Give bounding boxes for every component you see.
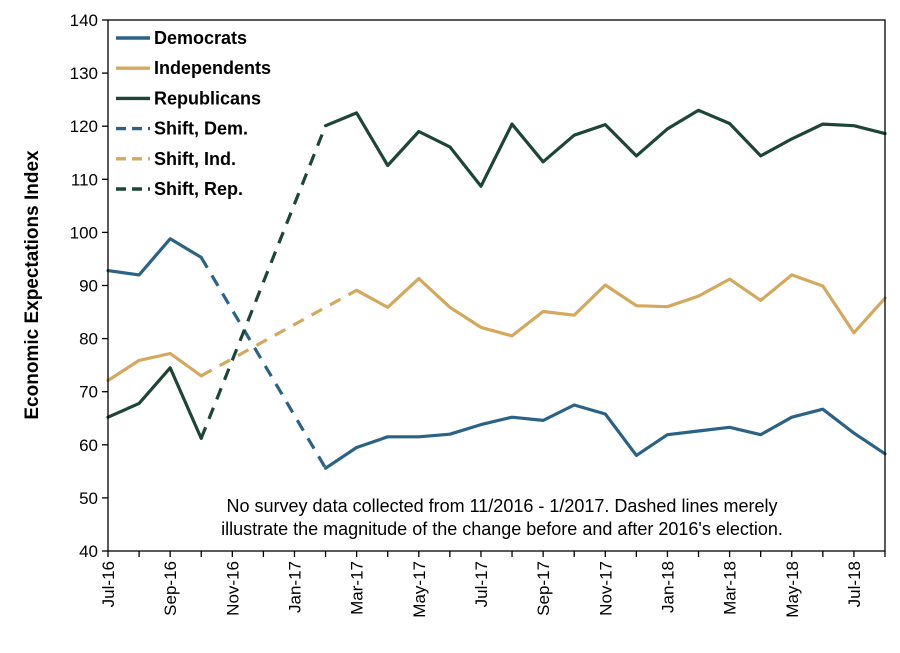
- legend-label: Shift, Rep.: [154, 179, 243, 199]
- series-line-shift-rep: [199, 125, 328, 439]
- series-line-independents-segment-2: [355, 273, 887, 338]
- y-tick-label: 90: [79, 277, 98, 296]
- series-line-democrats-segment-2: [324, 403, 887, 470]
- series-line-democrats-segment-1: [106, 237, 203, 277]
- x-tick-label: Mar-17: [348, 561, 367, 615]
- x-tick-label: May-17: [410, 561, 429, 618]
- x-tick-label: May-18: [783, 561, 802, 618]
- series-line-republicans-segment-2: [324, 108, 887, 188]
- y-tick-label: 50: [79, 489, 98, 508]
- series-lines: [106, 108, 887, 470]
- annotation-line: No survey data collected from 11/2016 - …: [227, 496, 778, 516]
- x-tick-label: Mar-18: [721, 561, 740, 615]
- legend-label: Republicans: [154, 88, 261, 108]
- legend-label: Shift, Ind.: [154, 149, 236, 169]
- legend-label: Independents: [154, 58, 271, 78]
- series-line-republicans-segment-1: [106, 366, 203, 440]
- x-tick-label: Jul-18: [845, 561, 864, 607]
- axes: 40 50 60 70 80 90 100 110 120 130 140 Jul-16 Sep-16 N…: [70, 11, 886, 618]
- y-tick-label: 120: [70, 117, 98, 136]
- y-tick-label: 100: [70, 223, 98, 242]
- y-tick-label: 80: [79, 330, 98, 349]
- x-tick-label: Nov-17: [596, 561, 615, 616]
- x-tick-label: Jul-16: [99, 561, 118, 607]
- series-line-independents-segment-1: [106, 351, 203, 383]
- x-tick-label: Jan-17: [286, 561, 305, 613]
- y-tick-label: 110: [71, 170, 98, 189]
- legend-label: Democrats: [154, 28, 247, 48]
- x-tick-label: Jan-18: [658, 561, 677, 613]
- y-tick-label: 60: [79, 436, 98, 455]
- y-tick-label: 70: [79, 383, 98, 402]
- y-axis-title: Economic Expectations Index: [22, 150, 43, 420]
- series-line-shift-ind: [200, 288, 358, 378]
- x-tick-label: Sep-16: [161, 561, 180, 616]
- annotation-note: No survey data collected from 11/2016 - …: [221, 496, 783, 539]
- x-tick-label: Sep-17: [534, 561, 553, 616]
- y-tick-label: 40: [79, 542, 98, 561]
- annotation-line: illustrate the magnitude of the change b…: [221, 519, 783, 539]
- x-tick-label: Nov-16: [223, 561, 242, 616]
- y-tick-label: 140: [70, 11, 98, 30]
- legend: Democrats Independents Republicans Shift, D…: [116, 28, 271, 199]
- legend-label: Shift, Dem.: [154, 119, 248, 139]
- y-tick-label: 130: [70, 64, 98, 83]
- x-tick-label: Jul-17: [472, 561, 491, 607]
